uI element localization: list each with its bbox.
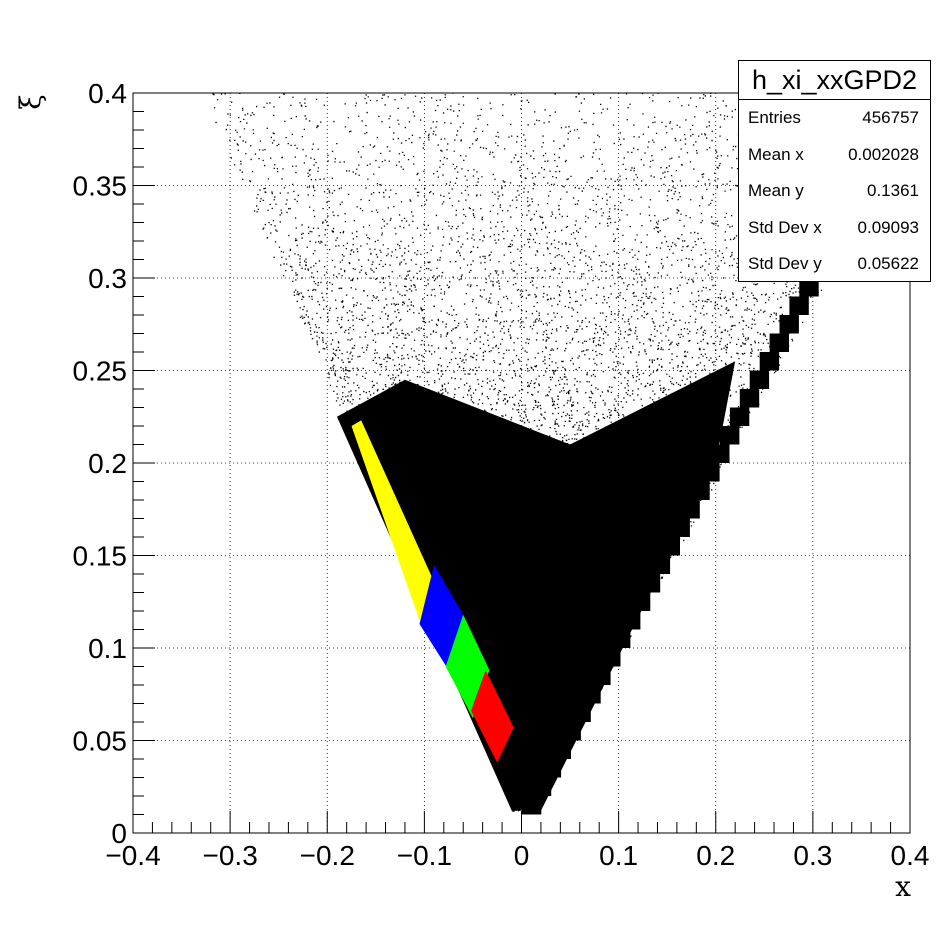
stats-value: 0.09093 [857,217,919,237]
stats-row-entries: Entries 456757 [739,100,930,137]
stats-box: h_xi_xxGPD2 Entries 456757 Mean x 0.0020… [738,60,931,282]
x-tick-label: 0.3 [793,840,832,871]
x-tick-label: 0 [514,840,530,871]
y-tick-label: 0.35 [73,171,128,202]
x-tick-label: 0.4 [891,840,930,871]
stats-row-mean-x: Mean x 0.002028 [739,137,930,174]
data-points [212,93,910,815]
stats-row-std-dev-y: Std Dev y 0.05622 [739,246,930,283]
stats-row-std-dev-x: Std Dev x 0.09093 [739,210,930,247]
x-tick-label: −0.2 [300,840,355,871]
stats-title: h_xi_xxGPD2 [739,61,930,100]
axis-ticks [132,92,911,834]
region-red [471,670,514,763]
y-tick-label: 0.4 [88,78,127,109]
y-tick-label: 0.1 [88,633,127,664]
region-blue [419,564,464,671]
x-axis-title: x [895,870,911,903]
stats-value: 0.1361 [867,181,919,201]
x-tick-label: −0.3 [202,840,257,871]
dense-core [336,361,736,811]
stats-label: Mean x [748,144,804,164]
y-axis-title: ξ [14,94,47,109]
stats-label: Std Dev y [748,254,822,274]
y-tick-label: 0.25 [73,356,128,387]
y-tick-label: 0.3 [88,263,127,294]
stats-value: 456757 [862,108,919,128]
stats-value: 0.05622 [857,254,919,274]
y-tick-label: 0.2 [88,448,127,479]
x-tick-label: 0.2 [696,840,735,871]
y-tick-label: 0.15 [73,541,128,572]
x-tick-label: −0.4 [105,840,160,871]
x-tick-label: 0.1 [599,840,638,871]
stats-row-mean-y: Mean y 0.1361 [739,173,930,210]
stats-label: Std Dev x [748,217,822,237]
stats-label: Mean y [748,181,804,201]
x-tick-label: −0.1 [397,840,452,871]
region-yellow [351,420,439,621]
stats-value: 0.002028 [848,144,919,164]
x-tick-labels: −0.4 −0.3 −0.2 −0.1 0 0.1 0.2 0.3 0.4 [105,840,929,871]
right-edge [521,259,829,815]
y-tick-labels: 0 0.05 0.1 0.15 0.2 0.25 0.3 0.35 0.4 [73,78,128,849]
y-tick-label: 0 [111,818,127,849]
y-tick-label: 0.05 [73,726,128,757]
stats-label: Entries [748,108,801,128]
